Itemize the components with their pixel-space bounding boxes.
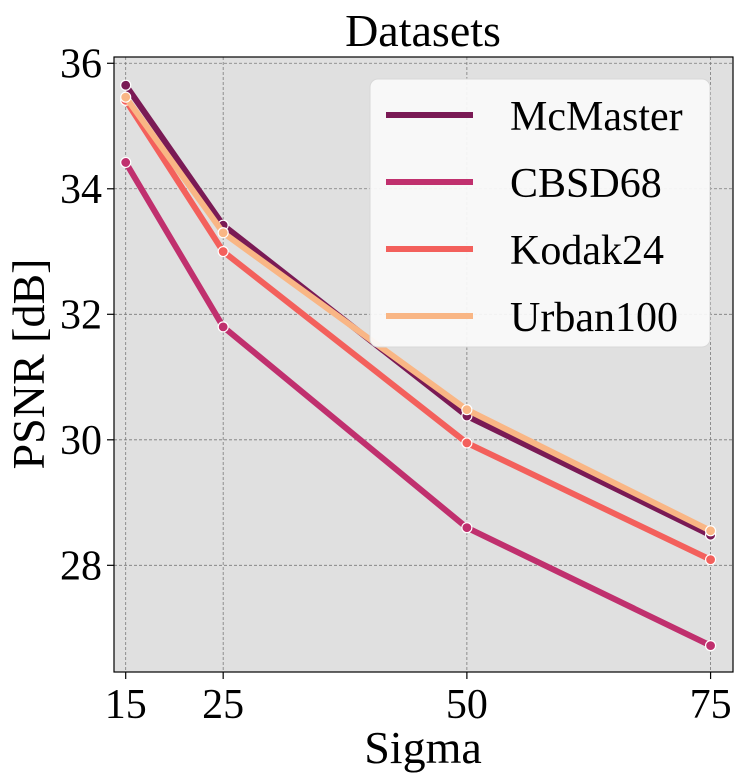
legend-item: McMaster <box>386 94 683 140</box>
legend-items: McMaster CBSD68 Kodak24 Urban100 <box>386 94 683 341</box>
legend-label: Kodak24 <box>510 228 664 274</box>
data-point <box>704 554 717 566</box>
x-tick-label: 15 <box>105 682 147 728</box>
series-line <box>122 97 714 563</box>
axis-ticks: 15 25 50 75 28 30 32 34 36 <box>60 41 732 728</box>
series-group <box>120 79 717 652</box>
x-tick-label: 50 <box>446 682 488 728</box>
legend-item: Urban100 <box>386 295 678 341</box>
data-point <box>217 227 229 239</box>
y-axis-label: PSNR [dB] <box>3 259 54 470</box>
legend-label: McMaster <box>510 94 683 140</box>
legend-item: CBSD68 <box>386 161 662 207</box>
y-tick-label: 30 <box>60 418 102 464</box>
y-tick-label: 32 <box>60 292 102 338</box>
data-point <box>461 437 473 449</box>
legend-label: Urban100 <box>510 295 678 341</box>
legend-box <box>369 78 711 348</box>
series-line <box>122 94 714 534</box>
data-point <box>461 404 473 416</box>
data-point <box>704 525 717 537</box>
legend-item: Kodak24 <box>386 228 664 274</box>
data-point <box>217 321 229 333</box>
plot-frame <box>113 56 734 673</box>
x-tick-label: 25 <box>202 682 244 728</box>
data-point <box>120 156 132 169</box>
data-point <box>120 79 132 91</box>
legend: McMaster CBSD68 Kodak24 Urban100 <box>369 78 711 348</box>
y-tick-label: 34 <box>60 167 102 213</box>
data-point <box>217 245 229 258</box>
series-line <box>122 159 714 649</box>
y-tick-label: 36 <box>60 41 102 87</box>
x-tick-label: 75 <box>690 682 732 728</box>
chart-title: Datasets <box>345 5 501 56</box>
series-urban100 <box>120 91 717 537</box>
y-tick-label: 28 <box>60 543 102 589</box>
series-cbsd68 <box>120 156 717 652</box>
legend-label: CBSD68 <box>510 161 662 207</box>
data-point <box>704 640 717 652</box>
x-axis-label: Sigma <box>364 722 482 773</box>
data-point <box>120 91 132 103</box>
data-point <box>461 522 473 534</box>
